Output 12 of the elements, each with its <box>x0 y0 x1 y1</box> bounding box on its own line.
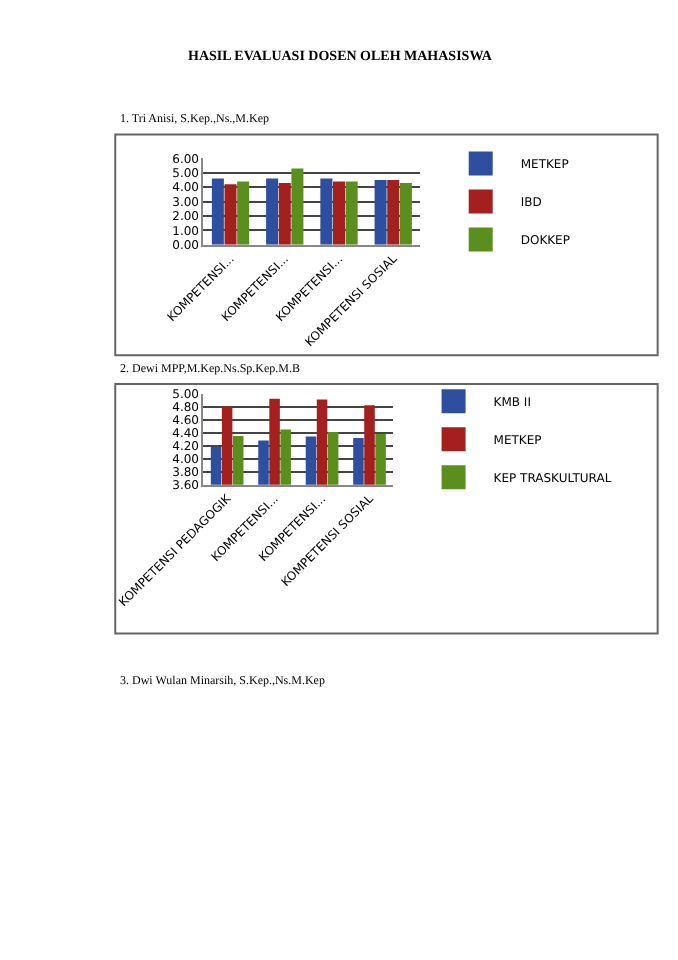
bar <box>399 182 412 245</box>
bar <box>291 168 304 245</box>
bar <box>345 181 358 245</box>
bar <box>237 181 250 245</box>
bar <box>374 180 387 245</box>
bar <box>224 184 237 245</box>
bar <box>320 178 333 245</box>
bar <box>211 178 224 245</box>
bar <box>332 181 346 245</box>
bar <box>266 178 279 245</box>
bar <box>278 182 291 245</box>
bar <box>387 180 400 245</box>
